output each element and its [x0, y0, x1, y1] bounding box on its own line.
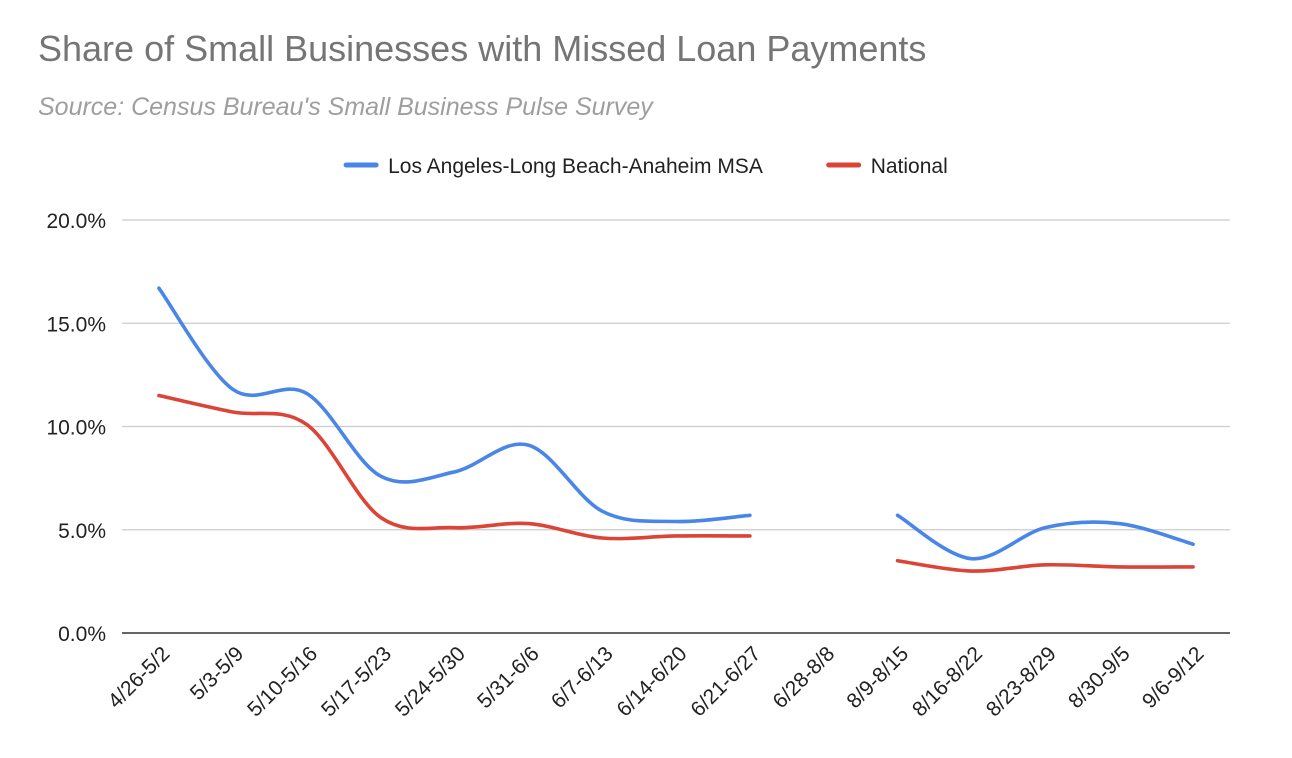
x-tick-label: 5/3-5/9 [186, 642, 249, 705]
chart-subtitle: Source: Census Bureau's Small Business P… [38, 93, 653, 121]
series-line-los-angeles-long-beach-anaheim-msa [157, 286, 752, 524]
y-tick-label: 10.0% [46, 417, 106, 440]
x-tick-label: 4/26-5/2 [104, 642, 175, 713]
chart-title: Share of Small Businesses with Missed Lo… [38, 28, 927, 69]
x-tick-label: 5/10-5/16 [243, 642, 322, 721]
series-line-national [157, 393, 752, 541]
x-tick-label: 6/28-8/8 [769, 642, 840, 713]
x-tick-label: 8/30-9/5 [1064, 642, 1135, 713]
x-tick-label: 8/16-8/22 [908, 642, 987, 721]
x-tick-label: 6/14-6/20 [613, 642, 692, 721]
x-tick-label: 5/17-5/23 [317, 642, 396, 721]
x-tick-label: 6/7-6/13 [547, 642, 618, 713]
x-tick-label: 5/24-5/30 [391, 642, 470, 721]
series-line-los-angeles-long-beach-anaheim-msa [895, 513, 1195, 561]
legend-label: National [871, 155, 948, 178]
x-tick-label: 5/31-6/6 [473, 642, 544, 713]
legend-label: Los Angeles-Long Beach-Anaheim MSA [388, 155, 763, 178]
y-tick-label: 5.0% [58, 520, 106, 543]
y-tick-label: 20.0% [46, 210, 106, 233]
x-tick-label: 6/21-6/27 [686, 642, 765, 721]
y-tick-label: 15.0% [46, 313, 106, 336]
x-tick-label: 9/6-9/12 [1138, 642, 1209, 713]
series-line-national [895, 558, 1195, 573]
x-tick-label: 8/23-8/29 [982, 642, 1061, 721]
y-tick-label: 0.0% [58, 623, 106, 646]
x-tick-label: 8/9-8/15 [842, 642, 913, 713]
